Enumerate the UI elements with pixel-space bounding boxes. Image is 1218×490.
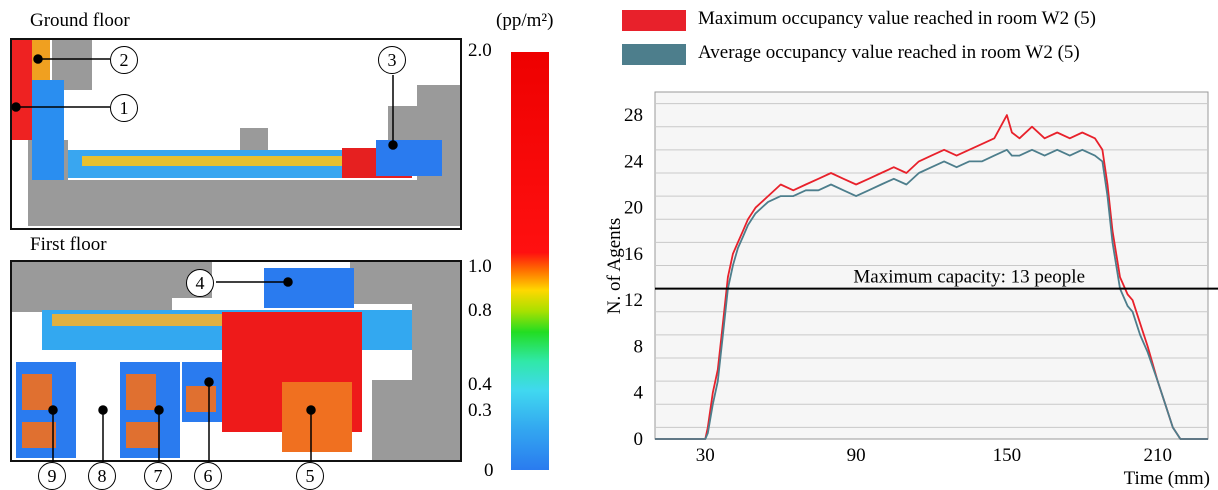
callout-1: 1	[110, 94, 138, 122]
leader-dot	[48, 405, 58, 415]
callout-7: 7	[144, 462, 172, 490]
ground-floor-title: Ground floor	[30, 10, 130, 31]
plan-wall	[12, 262, 172, 312]
scale-label: 0.3	[468, 400, 492, 421]
y-tick-label: 20	[624, 198, 643, 219]
density-heatmap	[22, 374, 52, 410]
density-heatmap	[32, 40, 50, 90]
density-heatmap	[376, 140, 442, 176]
density-heatmap	[282, 382, 352, 452]
y-tick-label: 12	[624, 290, 643, 311]
density-heatmap	[22, 422, 56, 448]
scale-label: 1.0	[468, 256, 492, 277]
density-heatmap	[186, 386, 216, 412]
leader-dot	[306, 405, 316, 415]
density-heatmap	[264, 268, 354, 308]
x-tick-label: 90	[847, 445, 866, 466]
series-line-max	[655, 114, 1208, 440]
density-heatmap	[82, 156, 382, 166]
plan-wall	[372, 380, 412, 460]
series-lines	[655, 114, 1208, 440]
y-tick-label: 0	[634, 429, 644, 450]
x-tick-label: 150	[993, 445, 1022, 466]
y-tick-label: 8	[634, 336, 644, 357]
legend-swatch-max	[622, 10, 686, 31]
plan-wall	[68, 180, 438, 226]
density-heatmap	[12, 40, 32, 140]
callout-2: 2	[110, 46, 138, 74]
scale-label: 0.4	[468, 374, 492, 395]
plan-wall	[412, 304, 460, 460]
legend-label-max: Maximum occupancy value reached in room …	[698, 8, 1096, 29]
x-axis-label: Time (mm)	[1124, 468, 1210, 489]
occupancy-chart: 0 4 8 12 16 20 24 28 30 90 150 210 Maximum capacit…	[604, 91, 1218, 489]
density-heatmap	[126, 374, 156, 410]
y-tick-label: 28	[624, 105, 643, 126]
plan-wall	[240, 128, 268, 154]
density-heatmap	[126, 422, 160, 448]
scale-label: 0	[484, 460, 494, 481]
leader-dot	[283, 277, 293, 287]
leader-dot	[98, 405, 108, 415]
x-tick-label: 30	[696, 445, 715, 466]
capacity-annotation: Maximum capacity: 13 people	[853, 267, 1085, 288]
callout-5: 5	[296, 462, 324, 490]
leader-dot	[204, 377, 214, 387]
callout-3: 3	[378, 46, 406, 74]
x-tick-label: 210	[1143, 445, 1172, 466]
scale-unit: (pp/m²)	[496, 10, 554, 31]
leader-dot	[33, 54, 43, 64]
scale-label: 0.8	[468, 300, 492, 321]
first-floor-plan	[10, 260, 462, 462]
first-floor-title: First floor	[30, 234, 107, 255]
y-tick-label: 24	[624, 151, 644, 172]
leader-dot	[11, 102, 21, 112]
y-tick-label: 4	[634, 383, 644, 404]
series-line-avg	[655, 148, 1208, 440]
y-tick-label: 16	[624, 244, 643, 265]
legend-label-avg: Average occupancy value reached in room …	[698, 42, 1080, 63]
plan-wall	[350, 262, 460, 304]
density-heatmap	[32, 80, 64, 180]
scale-label: 2.0	[468, 40, 492, 61]
ground-floor-plan	[10, 38, 462, 230]
x-axis-ticks: 30 90 150 210	[696, 445, 1172, 466]
leader-dot	[154, 405, 164, 415]
density-heatmap	[52, 314, 232, 326]
color-scale-bar	[511, 52, 549, 470]
leader-dot	[388, 140, 398, 150]
y-axis-label: N. of Agents	[604, 218, 625, 315]
legend-swatch-avg	[622, 44, 686, 65]
callout-4: 4	[186, 269, 214, 297]
y-axis-ticks: 0 4 8 12 16 20 24 28	[624, 105, 644, 450]
callout-leaders	[11, 54, 398, 462]
